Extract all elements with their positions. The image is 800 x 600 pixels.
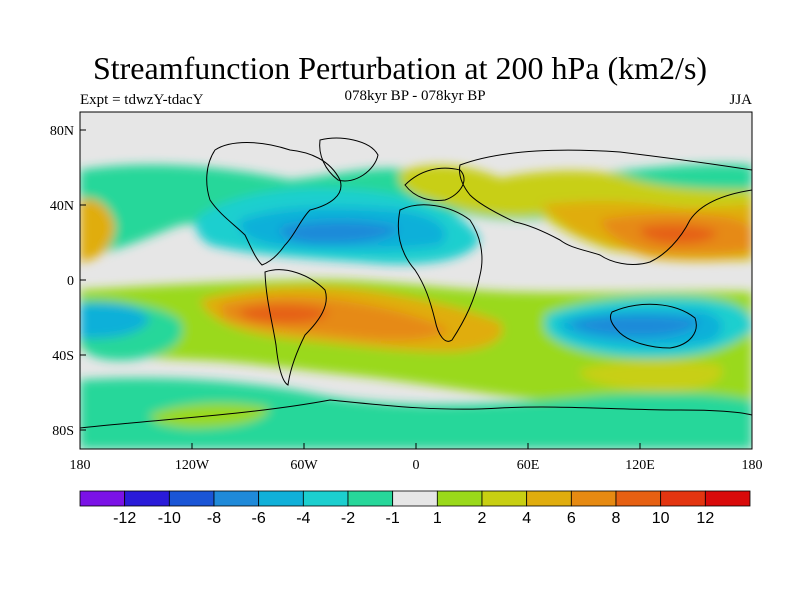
lat-tick: 0 bbox=[67, 274, 74, 289]
asia-coast bbox=[459, 149, 752, 265]
pacific-positive bbox=[80, 198, 115, 262]
australia-coast bbox=[609, 303, 697, 349]
colorbar-swatch bbox=[570, 490, 617, 507]
lon-tick: 120E bbox=[625, 458, 655, 473]
lat-tick: 40N bbox=[50, 199, 74, 214]
lon-tick: 180 bbox=[742, 458, 763, 473]
colorbar-label: -6 bbox=[252, 510, 266, 527]
colorbar-swatch bbox=[704, 490, 751, 507]
colorbar-label: -4 bbox=[296, 510, 310, 527]
season-label: JJA bbox=[729, 92, 752, 108]
lon-tick: 120W bbox=[175, 458, 210, 473]
colorbar-swatch bbox=[615, 490, 662, 507]
lat-axis: 80N 40N 0 40S 80S bbox=[50, 124, 86, 439]
colorbar-swatch bbox=[302, 490, 349, 507]
asia-positive-core bbox=[639, 224, 718, 244]
atlantic-negative-core bbox=[279, 221, 400, 244]
australia-negative-core bbox=[570, 315, 700, 337]
colorbar-label: 1 bbox=[433, 510, 442, 527]
streamfunction-field bbox=[80, 112, 752, 449]
colorbar-label: 8 bbox=[612, 510, 621, 527]
south-america-coast bbox=[264, 269, 327, 386]
colorbar-swatch bbox=[79, 490, 126, 507]
lon-axis: 180 120W 60W 0 60E 120E 180 bbox=[70, 443, 763, 473]
colorbar-swatch bbox=[481, 490, 528, 507]
colorbar-label: -12 bbox=[113, 510, 136, 527]
colorbar-swatch bbox=[347, 490, 394, 507]
map-title: Streamfunction Perturbation at 200 hPa (… bbox=[92, 50, 708, 86]
lon-tick: 60W bbox=[290, 458, 318, 473]
colorbar-swatch bbox=[436, 490, 483, 507]
colorbar-label: 2 bbox=[478, 510, 487, 527]
antarctic-band bbox=[80, 378, 752, 449]
africa-coast bbox=[397, 204, 483, 342]
colorbar-label: 10 bbox=[652, 510, 670, 527]
west-pacific-south-negative bbox=[80, 303, 150, 339]
lat-tick: 80S bbox=[52, 424, 74, 439]
colorbar-label: 6 bbox=[567, 510, 576, 527]
greenland-coast bbox=[319, 137, 379, 182]
colorbar-swatch bbox=[213, 490, 260, 507]
lat-tick: 40S bbox=[52, 349, 74, 364]
lon-tick: 180 bbox=[70, 458, 91, 473]
lon-tick: 0 bbox=[413, 458, 420, 473]
colorbar-label: -1 bbox=[386, 510, 400, 527]
southern-ocean-positive bbox=[580, 360, 723, 392]
period-label: 078kyr BP - 078kyr BP bbox=[344, 88, 486, 104]
colorbar-label: -2 bbox=[341, 510, 355, 527]
colorbar-swatch bbox=[124, 490, 170, 507]
south-atlantic-positive-core bbox=[239, 304, 330, 324]
lat-tick: 80N bbox=[50, 124, 74, 139]
coastlines bbox=[80, 137, 752, 429]
europe-coast bbox=[404, 167, 465, 201]
north-america-coast bbox=[206, 142, 342, 266]
colorbar: -12 -10 -8 -6 -4 -2 -1 1 2 4 6 8 10 12 bbox=[79, 490, 751, 527]
colorbar-label: 12 bbox=[696, 510, 714, 527]
colorbar-swatch bbox=[168, 490, 215, 507]
lon-tick: 60E bbox=[517, 458, 540, 473]
experiment-label: Expt = tdwzY-tdacY bbox=[80, 92, 204, 108]
colorbar-swatch bbox=[660, 490, 706, 507]
antarctica-coast bbox=[80, 399, 752, 429]
colorbar-swatch bbox=[526, 490, 572, 507]
colorbar-label: -8 bbox=[207, 510, 221, 527]
colorbar-swatch bbox=[258, 490, 304, 507]
colorbar-swatch bbox=[392, 490, 438, 507]
colorbar-label: -10 bbox=[158, 510, 181, 527]
colorbar-label: 4 bbox=[522, 510, 531, 527]
